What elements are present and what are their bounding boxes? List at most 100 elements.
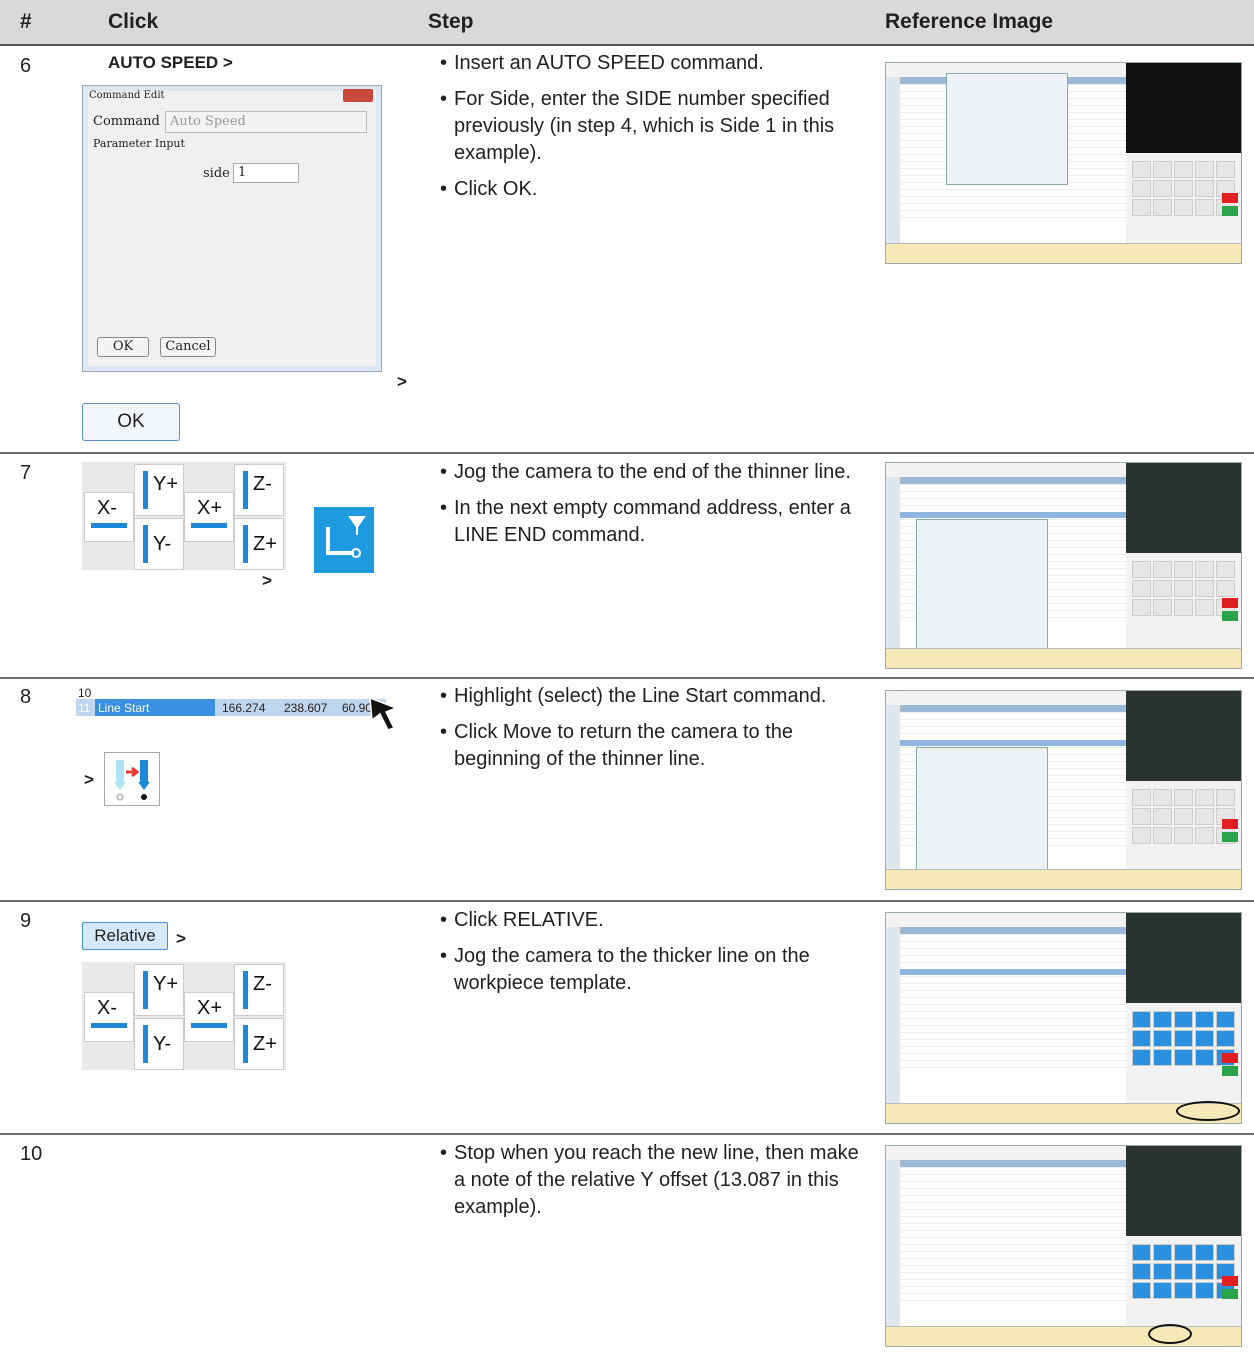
grid-row [900,1039,1126,1040]
step-number: 7 [20,462,32,484]
key [1174,1011,1193,1028]
relative-button[interactable]: Relative [82,922,168,950]
grid-row [900,934,1126,935]
grid-row [900,712,1126,713]
arrow-icon [243,471,248,509]
key [1153,180,1172,197]
grid-row [900,1046,1126,1047]
grid-row [900,1286,1126,1287]
key [1132,1030,1151,1047]
close-button [343,89,373,102]
key [1153,1263,1172,1280]
jog-pad: X- Y+ X+ Z- Y- Z+ [82,962,286,1070]
jog-button[interactable]: Z- [234,464,284,516]
arrow-icon [191,523,227,528]
jog-button[interactable]: X+ [184,492,234,542]
grid-row [900,1188,1126,1189]
row-separator [0,677,1254,679]
grid-row [900,189,1126,190]
grid-row [900,941,1126,942]
jog-button[interactable]: Y- [134,518,184,570]
grid-row [900,997,1126,998]
jog-button[interactable]: Z+ [234,518,284,570]
arrow-text: > [176,929,186,948]
key [1132,180,1151,197]
key [1153,580,1172,597]
jog-label: Z- [253,473,272,495]
grid-row [900,1174,1126,1175]
list-index: 11 [78,701,91,715]
jog-button[interactable]: Z+ [234,1018,284,1070]
jog-button[interactable]: Y+ [134,964,184,1016]
key [1174,561,1193,578]
camera-view [1126,1146,1241,1236]
jog-label: Y+ [153,973,179,995]
keypad [1126,553,1241,648]
command-list: 10 11 Line Start 166.274 238.607 60.909 [76,686,400,732]
move-icon[interactable] [104,752,160,806]
step-number: 8 [20,686,32,708]
toolbar [886,913,1126,928]
tool-column [886,1160,901,1326]
jog-button[interactable]: X- [84,992,134,1042]
key [1132,1244,1151,1261]
grid-row [900,976,1126,977]
step-item: Stop when you reach the new line, then m… [440,1140,860,1221]
dialog [946,73,1068,185]
arrow-icon [143,1025,148,1063]
grid-row [900,196,1126,197]
grid-row [900,498,1126,499]
key [1153,1030,1172,1047]
command-grid [900,1167,1126,1326]
reference-image [885,912,1242,1124]
reference-image [885,62,1242,264]
grid-row [900,1216,1126,1217]
keypad [1126,1236,1241,1326]
key [1153,1049,1172,1066]
status-bar [886,869,1241,889]
jog-label: X- [97,997,117,1019]
jog-button[interactable]: Y- [134,1018,184,1070]
highlight-ellipse [1176,1101,1240,1121]
jog-label: Z- [253,973,272,995]
grid-row [900,1053,1126,1054]
key [1195,827,1214,844]
grid-row [900,733,1126,734]
grid-row [900,1265,1126,1266]
camera-view [1126,463,1241,553]
step-number: 6 [20,55,32,77]
jog-label: Z+ [253,1033,277,1055]
key [1216,161,1235,178]
row-separator [0,1133,1254,1135]
stop-key [1222,193,1238,203]
key [1174,1263,1193,1280]
step-item: For Side, enter the SIDE number specifie… [440,86,860,167]
step-item: Highlight (select) the Line Start comman… [440,683,860,710]
header-cell: # [20,10,32,33]
arrow-icon [243,1025,248,1063]
key [1132,1282,1151,1299]
key [1195,1011,1214,1028]
ok-button[interactable]: OK [82,403,180,441]
jog-button[interactable]: X- [84,492,134,542]
step-number: 10 [20,1143,43,1165]
jog-button[interactable]: X+ [184,992,234,1042]
grid-row [900,1004,1126,1005]
dialog [916,519,1048,661]
arrow-text: > [397,372,407,391]
cancel-button: Cancel [160,337,216,357]
key [1216,1244,1235,1261]
toolbar [886,1146,1126,1161]
line-end-icon[interactable] [314,507,374,573]
grid-row [900,1293,1126,1294]
camera-view [1126,913,1241,1003]
key [1174,580,1193,597]
grid-row [900,962,1126,963]
jog-button[interactable]: Z- [234,964,284,1016]
step-list: Click RELATIVE. Jog the camera to the thi… [440,907,860,1006]
jog-button[interactable]: Y+ [134,464,184,516]
key [1195,180,1214,197]
status-bar [886,243,1241,263]
grid-row [900,203,1126,204]
